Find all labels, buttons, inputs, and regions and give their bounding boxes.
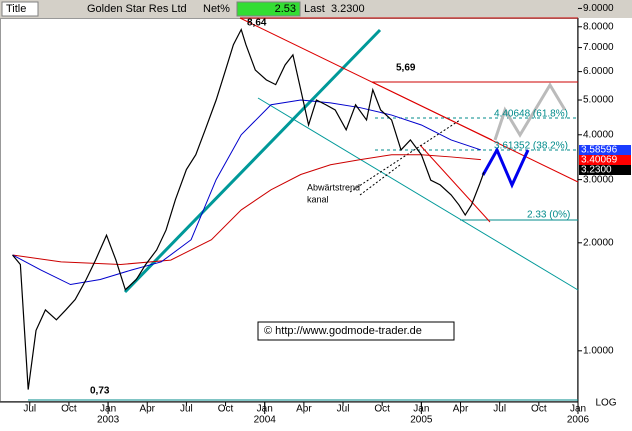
channel-bottom	[257, 97, 579, 291]
x-tick-label: Oct	[531, 404, 547, 415]
y-tick-label: 6.0000	[583, 66, 614, 77]
y-tick-label: 2.0000	[583, 237, 614, 248]
y-tick-label: 9.0000	[583, 3, 614, 14]
annotation: 8,64	[247, 18, 267, 29]
series-line	[12, 99, 482, 286]
x-tick-label: Jul	[337, 404, 350, 415]
last-value-text: 3.58596	[581, 145, 618, 156]
x-tick-label: Oct	[61, 404, 77, 415]
last-value-box	[579, 145, 631, 155]
copyright-box	[257, 321, 455, 341]
y-tick-label: 1.0000	[583, 345, 614, 356]
last-value: 3.2300	[331, 3, 365, 15]
year-label: 2003	[97, 415, 120, 426]
x-tick-label: Apr	[453, 404, 469, 415]
annotation: 2.33 (0%)	[527, 210, 570, 221]
x-tick-label: Jul	[493, 404, 506, 415]
dashed-line	[359, 164, 401, 196]
y-tick-label: 4.0000	[583, 129, 614, 140]
annotation: 5,69	[396, 63, 416, 74]
y-tick-label: 8.0000	[583, 21, 614, 32]
x-tick-label: Jul	[23, 404, 36, 415]
y-tick-label: 5.0000	[583, 95, 614, 106]
annotation: kanal	[307, 194, 329, 204]
dashed-line	[349, 119, 461, 193]
year-label: 2005	[410, 415, 433, 426]
trend-line	[371, 81, 493, 141]
last-label: Last	[304, 3, 325, 15]
annotation: 4.40648 (61.8%)	[494, 109, 568, 120]
trend-line	[123, 28, 382, 294]
last-value-text: 3.40069	[581, 155, 618, 166]
title-tab[interactable]	[1, 1, 39, 17]
y-tick-label: 3.0000	[583, 174, 614, 185]
net-value: 2.53	[275, 3, 296, 15]
net-label: Net%	[203, 3, 230, 15]
x-tick-label: Oct	[218, 404, 234, 415]
trend-line	[419, 144, 491, 223]
net-box	[236, 1, 301, 17]
x-tick-label: Apr	[296, 404, 312, 415]
year-label: 2004	[254, 415, 277, 426]
x-tick-label: Jul	[180, 404, 193, 415]
series-line	[12, 27, 485, 390]
plot-area	[0, 18, 578, 402]
last-value-text: 3.2300	[581, 165, 612, 176]
annotation: 3.61352 (38.2%)	[494, 141, 568, 152]
projection-gray	[493, 82, 567, 141]
instrument-name: Golden Star Res Ltd	[87, 3, 187, 15]
year-label: 2006	[567, 415, 590, 426]
series-line	[12, 154, 481, 266]
x-tick-label: Apr	[139, 404, 155, 415]
scale-label: LOG	[595, 398, 616, 409]
header-bar	[0, 0, 632, 18]
annotation: 0,73	[90, 386, 110, 397]
x-tick-label: Oct	[374, 404, 390, 415]
last-value-box	[579, 165, 631, 175]
projection-blue	[481, 146, 530, 189]
title-tab-text: Title	[6, 3, 26, 15]
annotation: Abwärtstrend	[307, 182, 360, 192]
last-value-box	[579, 155, 631, 165]
y-tick-label: 7.0000	[583, 42, 614, 53]
copyright: © http://www.godmode-trader.de	[264, 325, 422, 337]
